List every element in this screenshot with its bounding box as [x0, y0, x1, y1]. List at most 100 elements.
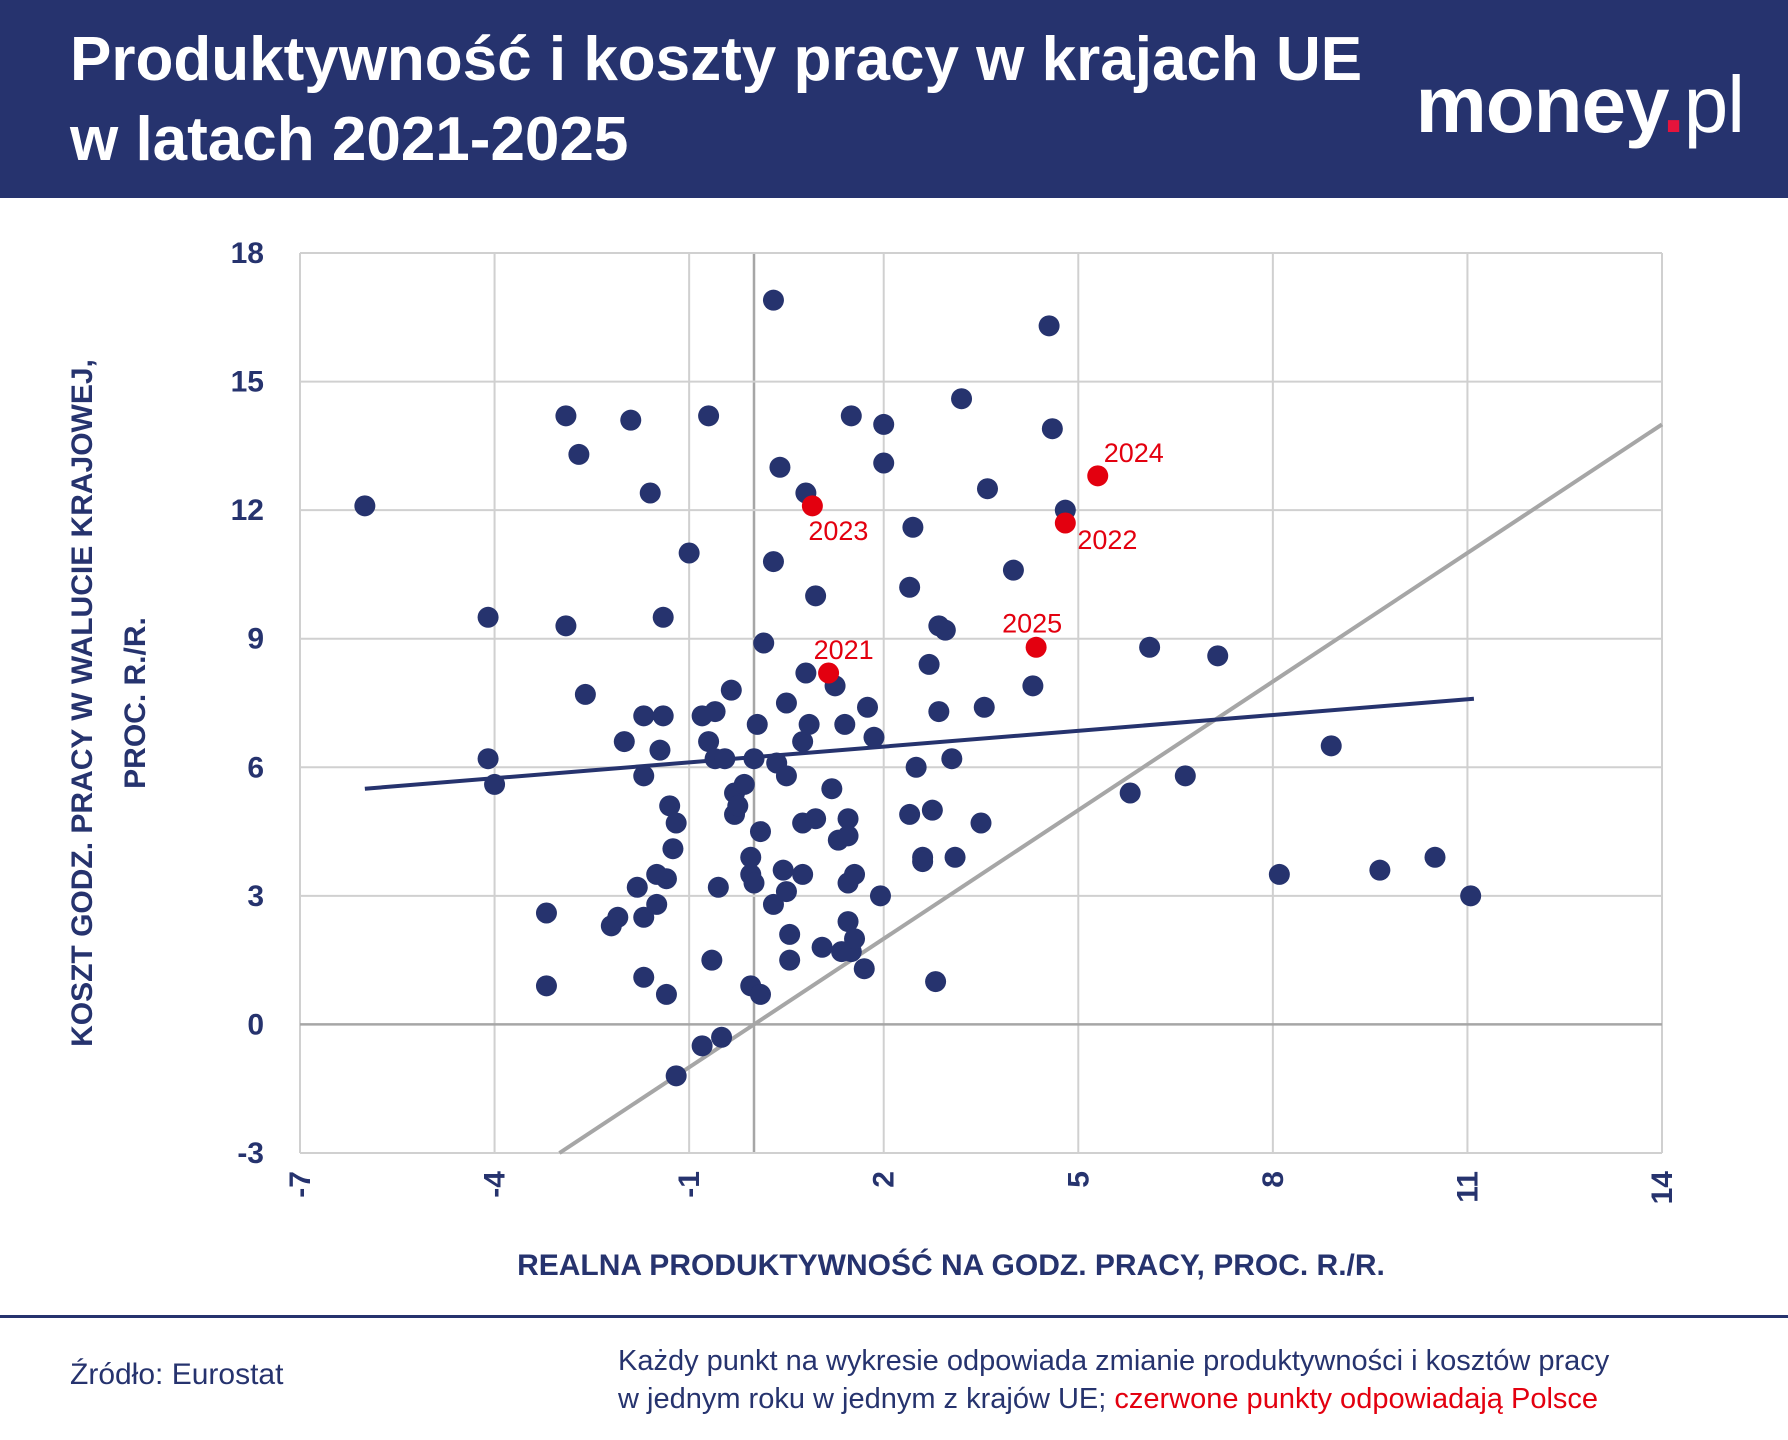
data-point: [811, 936, 833, 958]
y-tick-label: -3: [237, 1137, 264, 1170]
poland-point-label: 2023: [808, 516, 868, 546]
data-point: [873, 452, 895, 474]
data-point: [743, 872, 765, 894]
data-point: [899, 803, 921, 825]
y-axis-label-line1: KOSZT GODZ. PRACY W WALUCIE KRAJOWEJ,: [66, 359, 99, 1047]
data-point: [1119, 782, 1141, 804]
x-tick-label: 5: [1062, 1171, 1095, 1188]
data-point: [639, 482, 661, 504]
data-point: [772, 859, 794, 881]
data-point: [535, 902, 557, 924]
poland-point: [1087, 465, 1109, 487]
data-point: [1320, 735, 1342, 757]
data-point: [905, 756, 927, 778]
chart-points: 2021 2022 2023 2024 2025: [354, 289, 1482, 1087]
data-point: [655, 868, 677, 890]
data-point: [853, 958, 875, 980]
poland-point: [1025, 636, 1047, 658]
chart-footnote: Każdy punkt na wykresie odpowiada zmiani…: [618, 1342, 1738, 1418]
footer-divider: [0, 1315, 1788, 1318]
data-point: [655, 983, 677, 1005]
x-tick-label: 11: [1451, 1171, 1484, 1203]
data-point: [821, 778, 843, 800]
data-point: [1369, 859, 1391, 881]
data-point: [477, 748, 499, 770]
poland-point: [818, 662, 840, 684]
data-point: [662, 838, 684, 860]
data-point: [805, 585, 827, 607]
x-tick-label: 8: [1257, 1171, 1290, 1188]
data-point: [701, 949, 723, 971]
data-point: [921, 799, 943, 821]
data-point: [844, 863, 866, 885]
poland-point: [1054, 512, 1076, 534]
data-point: [649, 739, 671, 761]
data-point: [762, 893, 784, 915]
data-point: [973, 696, 995, 718]
data-point: [733, 773, 755, 795]
data-point: [698, 731, 720, 753]
data-point: [665, 1065, 687, 1087]
footnote-line2: w jednym roku w jednym z krajów UE; czer…: [618, 1380, 1738, 1418]
data-point: [941, 748, 963, 770]
data-point: [775, 692, 797, 714]
data-point: [869, 885, 891, 907]
x-tick-label: 14: [1646, 1171, 1679, 1205]
data-point: [711, 1026, 733, 1048]
data-point: [484, 773, 506, 795]
data-point: [976, 478, 998, 500]
data-point: [1174, 765, 1196, 787]
data-point: [568, 443, 590, 465]
data-point: [762, 551, 784, 573]
chart-grid: [299, 252, 1663, 1154]
data-point: [535, 975, 557, 997]
data-point: [805, 808, 827, 830]
data-point: [633, 906, 655, 928]
data-point: [555, 405, 577, 427]
data-point: [762, 289, 784, 311]
data-point: [704, 701, 726, 723]
scatter-chart: 2021 2022 2023 2024 2025 -7 -4 -1 2 5 8 11 14 -3 0 3 6 9…: [66, 237, 1679, 1282]
data-point: [1207, 645, 1229, 667]
data-point: [477, 606, 499, 628]
data-point: [354, 495, 376, 517]
poland-point: [801, 495, 823, 517]
x-axis-label: REALNA PRODUKTYWNOŚĆ NA GODZ. PRACY, PRO…: [517, 1248, 1385, 1282]
x-tick-label: -1: [673, 1171, 706, 1198]
y-tick-label: 18: [231, 237, 264, 270]
data-point: [652, 606, 674, 628]
poland-point-label: 2025: [1002, 608, 1062, 638]
data-point: [626, 876, 648, 898]
logo-main: money: [1415, 60, 1664, 149]
data-point: [834, 713, 856, 735]
data-point: [1460, 885, 1482, 907]
footnote-poland: czerwone punkty odpowiadają Polsce: [1114, 1383, 1599, 1415]
data-point: [837, 825, 859, 847]
data-point: [633, 765, 655, 787]
poland-point-label: 2022: [1077, 525, 1137, 555]
diagonal-line: [558, 422, 1664, 1155]
data-point: [574, 683, 596, 705]
data-point: [740, 846, 762, 868]
footnote-line1: Każdy punkt na wykresie odpowiada zmiani…: [618, 1345, 1610, 1377]
data-point: [607, 906, 629, 928]
y-tick-label: 15: [231, 366, 264, 399]
data-point: [857, 696, 878, 718]
data-point: [613, 731, 635, 753]
footnote-line2-text: w jednym roku w jednym z krajów UE;: [618, 1383, 1107, 1415]
data-point: [837, 911, 859, 933]
data-point: [646, 893, 668, 915]
data-point: [1424, 846, 1446, 868]
data-point: [746, 713, 768, 735]
y-tick-label: 9: [247, 623, 264, 656]
data-point: [844, 928, 866, 950]
data-point: [1038, 315, 1060, 337]
data-point: [792, 863, 814, 885]
data-point: [775, 881, 797, 903]
chart-ticks: -7 -4 -1 2 5 8 11 14 -3 0 3 6 9 12 15 18: [231, 237, 1679, 1204]
data-point: [775, 765, 797, 787]
data-point: [918, 653, 940, 675]
data-point: [970, 812, 992, 834]
data-point: [678, 542, 700, 564]
data-point: [951, 388, 973, 410]
